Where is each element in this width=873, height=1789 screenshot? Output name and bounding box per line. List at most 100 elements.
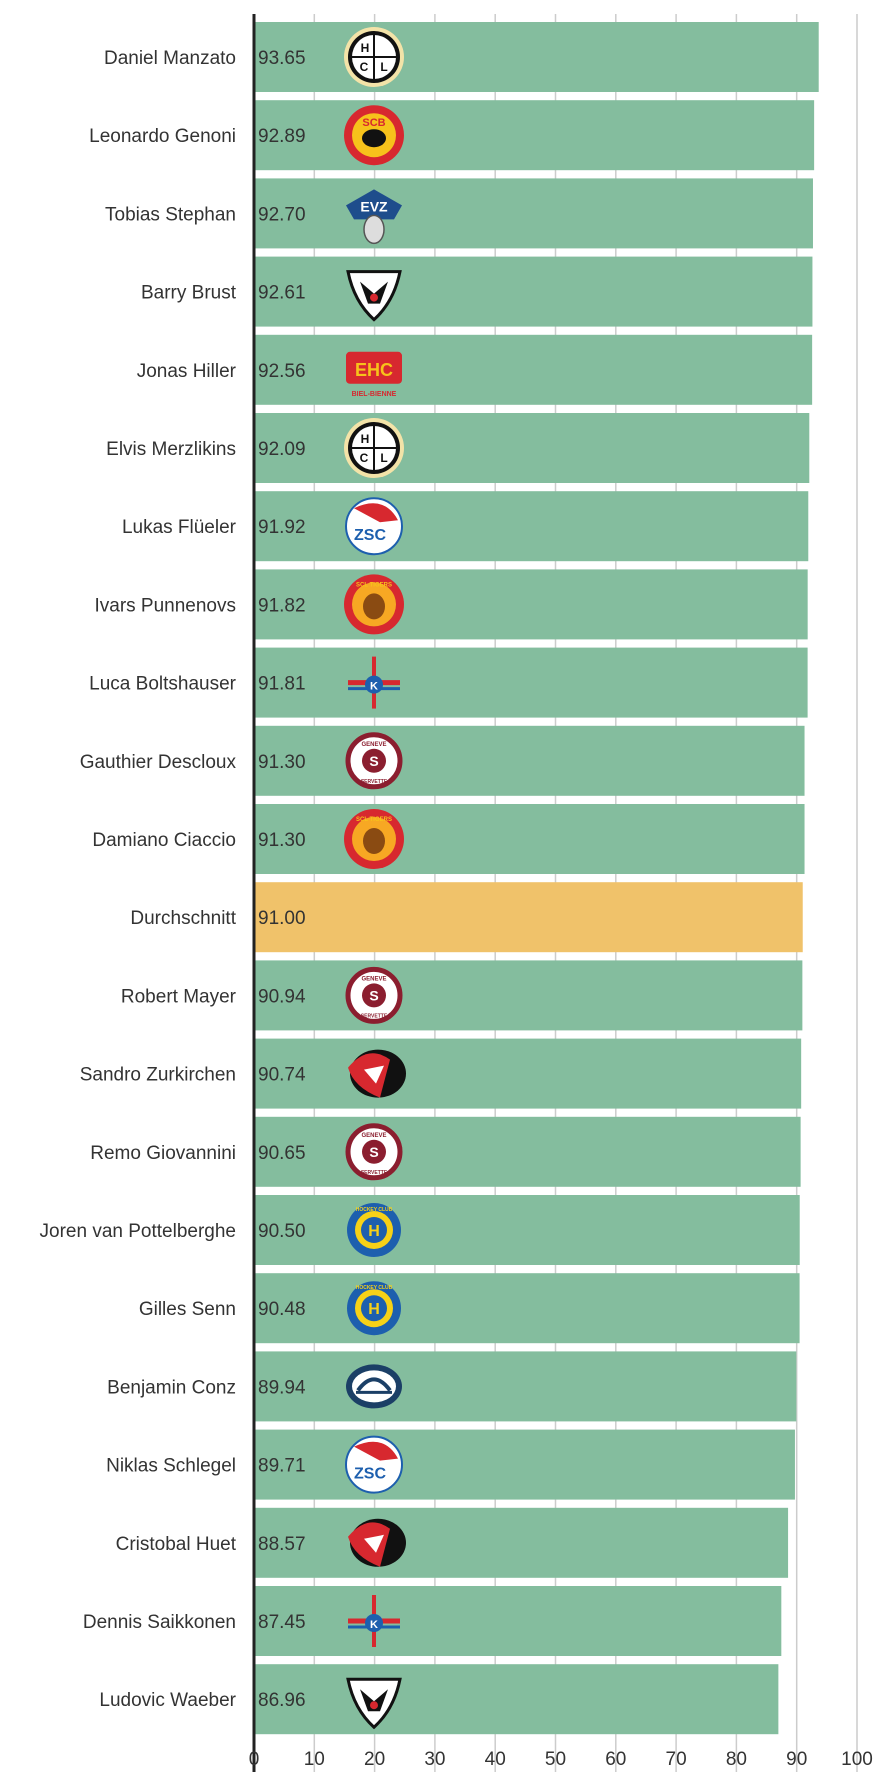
- bar: [255, 960, 803, 1031]
- svg-text:GENEVE: GENEVE: [361, 742, 386, 748]
- bar: [255, 725, 805, 796]
- bar: [255, 22, 819, 92]
- zsc-logo: ZSC: [345, 497, 403, 556]
- svg-text:SCL TIGERS: SCL TIGERS: [356, 582, 392, 588]
- svg-text:GENEVE: GENEVE: [361, 1133, 386, 1139]
- value-label: 93.65: [258, 48, 306, 69]
- player-name: Remo Giovannini: [90, 1143, 236, 1164]
- value-label: 92.61: [258, 283, 306, 304]
- svg-text:K: K: [370, 681, 378, 693]
- svg-text:EVZ: EVZ: [360, 198, 388, 214]
- value-label: 92.09: [258, 439, 306, 460]
- x-tick-label: 90: [786, 1749, 807, 1770]
- davos-logo: H HOCKEY CLUB: [347, 1281, 401, 1336]
- langnau-logo: SCL TIGERS: [344, 809, 404, 869]
- player-name: Leonardo Genoni: [89, 126, 236, 147]
- player-name: Benjamin Conz: [107, 1377, 236, 1398]
- bar: [255, 491, 809, 562]
- bar: [255, 256, 813, 327]
- svg-text:K: K: [370, 1619, 378, 1631]
- x-tick-label: 30: [424, 1749, 445, 1770]
- servette-logo: S GENEVE SERVETTE: [345, 966, 403, 1024]
- lausanne-logo: [348, 1049, 406, 1098]
- value-label: 91.00: [258, 908, 306, 929]
- svg-text:ZSC: ZSC: [354, 1466, 386, 1483]
- average-label: Durchschnitt: [130, 908, 236, 929]
- svg-text:C: C: [360, 60, 369, 74]
- svg-text:SERVETTE: SERVETTE: [361, 1013, 388, 1019]
- svg-text:L: L: [380, 451, 387, 465]
- svg-text:S: S: [369, 753, 378, 769]
- bar: [255, 100, 815, 171]
- x-tick-label: 80: [726, 1749, 747, 1770]
- average-bar: [255, 882, 803, 953]
- fribourg-logo: [346, 270, 402, 322]
- servette-logo: S GENEVE SERVETTE: [345, 1123, 403, 1181]
- x-tick-label: 20: [364, 1749, 385, 1770]
- bar: [255, 334, 813, 405]
- bar: [255, 1038, 802, 1109]
- value-labels: 93.65 92.89 92.70 92.61 92.56 92.09 91.92 91.82…: [258, 48, 306, 1711]
- x-tick-label: 0: [249, 1749, 260, 1770]
- value-label: 91.82: [258, 595, 306, 616]
- value-label: 88.57: [258, 1534, 306, 1555]
- player-name: Niklas Schlegel: [106, 1456, 236, 1477]
- svg-text:H: H: [368, 1301, 380, 1318]
- value-label: 91.30: [258, 752, 306, 773]
- davos-logo: H HOCKEY CLUB: [347, 1203, 401, 1257]
- player-name: Jonas Hiller: [137, 361, 237, 382]
- svg-text:ZSC: ZSC: [354, 527, 386, 544]
- value-label: 87.45: [258, 1612, 306, 1633]
- svg-text:L: L: [380, 60, 387, 74]
- value-label: 86.96: [258, 1690, 306, 1711]
- svg-text:HOCKEY CLUB: HOCKEY CLUB: [356, 1207, 393, 1213]
- value-label: 92.70: [258, 204, 306, 225]
- player-labels: Daniel Manzato Leonardo Genoni Tobias Step…: [40, 48, 237, 1711]
- bar: [255, 1116, 801, 1187]
- svg-text:SCB: SCB: [362, 117, 385, 129]
- svg-text:H: H: [361, 41, 370, 55]
- player-name: Barry Brust: [141, 283, 237, 304]
- x-tick-label: 10: [304, 1749, 325, 1770]
- bar: [255, 1429, 795, 1500]
- svg-text:GENEVE: GENEVE: [361, 976, 386, 982]
- svg-text:BIEL-BIENNE: BIEL-BIENNE: [352, 391, 397, 398]
- value-label: 92.89: [258, 126, 306, 147]
- player-name: Ludovic Waeber: [99, 1690, 236, 1711]
- svg-text:SERVETTE: SERVETTE: [361, 1170, 388, 1176]
- player-name: Robert Mayer: [121, 986, 237, 1007]
- zug-logo: EVZ: [346, 189, 402, 245]
- bar: [255, 1195, 800, 1265]
- value-label: 91.81: [258, 674, 306, 695]
- x-tick-label: 100: [841, 1749, 873, 1770]
- x-tick-label: 50: [545, 1749, 566, 1770]
- bars: [255, 22, 819, 1735]
- bar: [255, 647, 808, 718]
- player-name: Tobias Stephan: [105, 204, 236, 225]
- svg-text:SERVETTE: SERVETTE: [361, 779, 388, 785]
- langnau-logo: SCL TIGERS: [344, 574, 404, 635]
- lugano-logo: HC L: [344, 27, 404, 87]
- value-label: 90.74: [258, 1065, 306, 1086]
- value-label: 91.92: [258, 517, 306, 538]
- player-name: Daniel Manzato: [104, 48, 236, 69]
- player-name: Cristobal Huet: [116, 1534, 237, 1555]
- svg-text:SCL TIGERS: SCL TIGERS: [356, 817, 392, 823]
- kloten-logo: K: [348, 1595, 400, 1647]
- servette-logo: S GENEVE SERVETTE: [345, 732, 403, 790]
- player-name: Gilles Senn: [139, 1299, 236, 1320]
- svg-text:C: C: [360, 451, 369, 465]
- player-name: Sandro Zurkirchen: [80, 1065, 236, 1086]
- player-name: Dennis Saikkonen: [83, 1612, 236, 1633]
- bern-logo: SCB: [344, 105, 404, 166]
- x-axis-ticks: 0 10 20 30 40 50 60 70 80 90 100: [249, 1749, 873, 1770]
- bar: [255, 1664, 779, 1735]
- value-label: 90.94: [258, 986, 306, 1007]
- value-label: 91.30: [258, 830, 306, 851]
- svg-text:EHC: EHC: [355, 360, 393, 380]
- lausanne-logo: [348, 1518, 406, 1567]
- bar: [255, 1586, 782, 1656]
- x-tick-label: 40: [485, 1749, 506, 1770]
